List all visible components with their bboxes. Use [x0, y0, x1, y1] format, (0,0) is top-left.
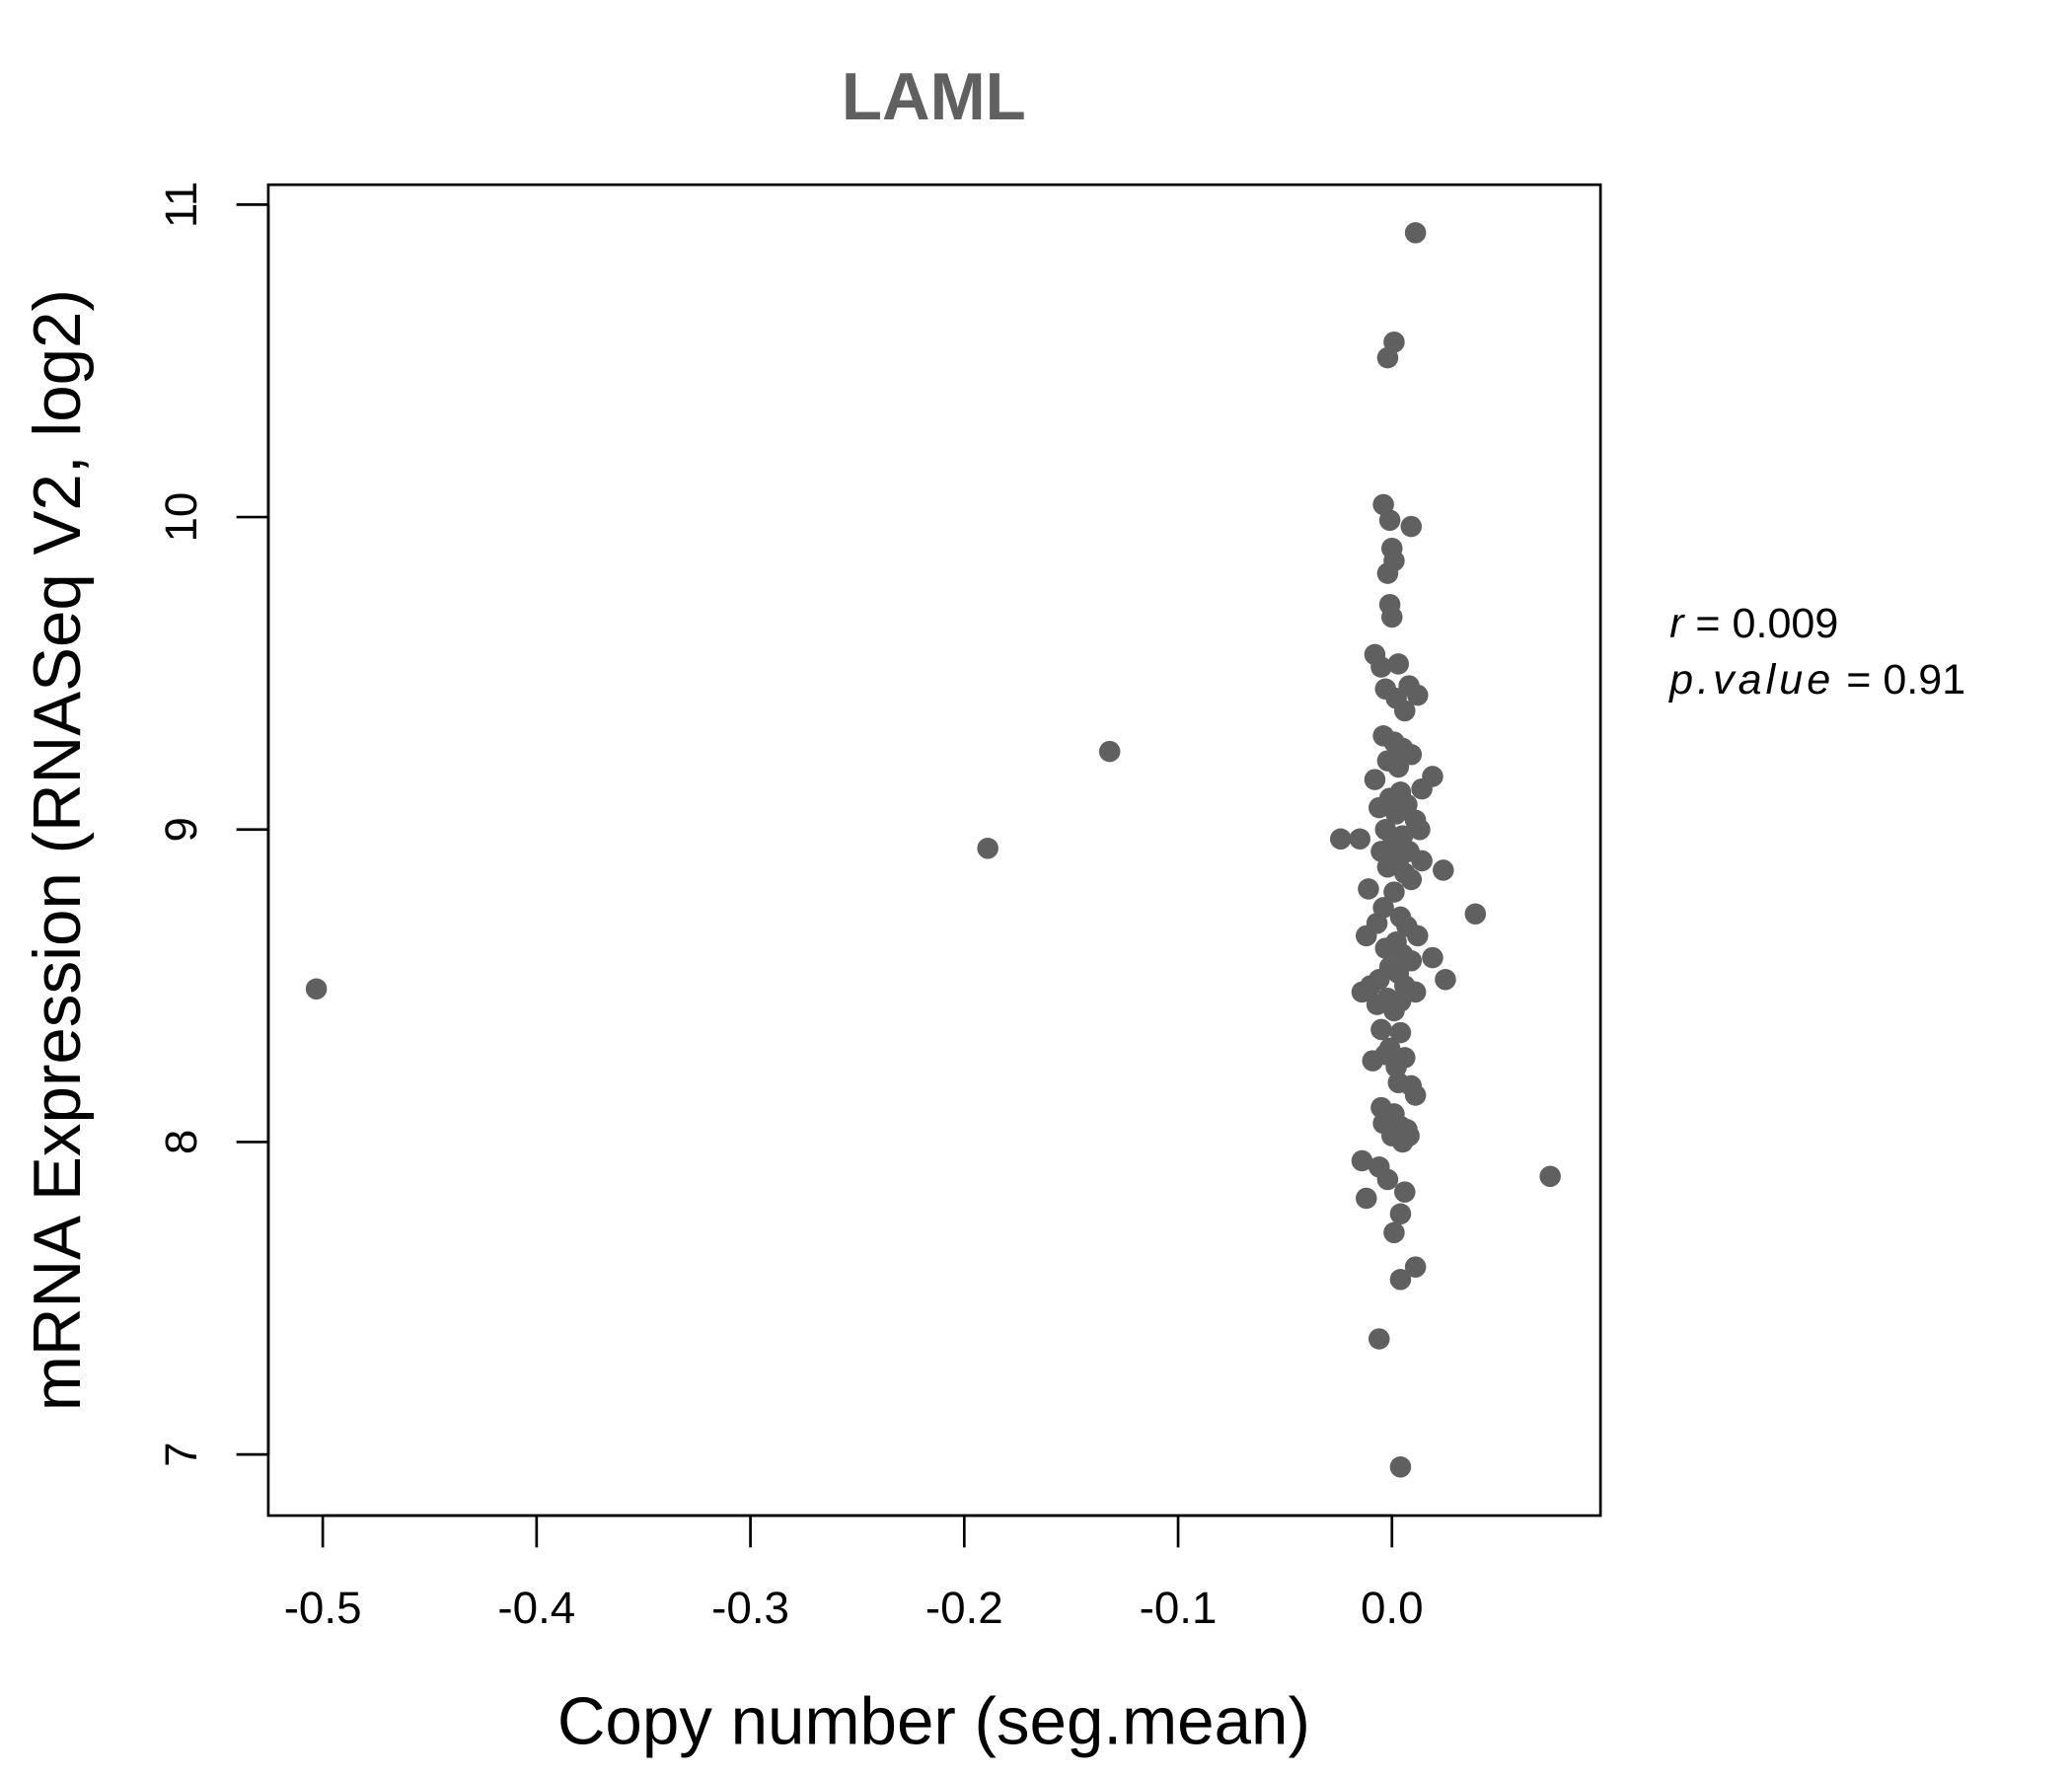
y-tick-label: 10	[156, 492, 206, 543]
data-point	[977, 838, 999, 859]
y-axis-label: mRNA Expression (RNASeq V2, log2)	[21, 289, 95, 1411]
data-point	[1404, 222, 1427, 244]
data-point	[1364, 769, 1386, 790]
data-point	[1381, 606, 1403, 629]
pvalue-annotation: p.value = 0.91	[1667, 656, 1965, 703]
data-point	[1349, 828, 1371, 851]
data-point	[1389, 1269, 1412, 1291]
data-point	[1404, 1256, 1427, 1278]
data-point	[1383, 881, 1405, 903]
data-point	[1404, 1084, 1427, 1106]
data-point	[1351, 1149, 1373, 1172]
data-point	[1358, 878, 1379, 900]
r-eq: =	[1695, 600, 1720, 647]
data-point	[1383, 999, 1405, 1022]
data-point	[1362, 1050, 1384, 1072]
r-label: r	[1669, 600, 1685, 647]
data-point	[1366, 994, 1388, 1015]
data-point	[1400, 515, 1423, 538]
data-point	[1376, 1168, 1399, 1191]
data-point	[1407, 684, 1429, 706]
data-point	[1389, 1456, 1412, 1478]
data-point	[1385, 803, 1407, 825]
data-point	[1387, 756, 1410, 778]
data-point	[1378, 509, 1401, 532]
x-axis: -0.5 -0.4 -0.3 -0.2 -0.1 0.0	[284, 1514, 1424, 1633]
data-point	[1355, 925, 1377, 947]
x-tick-label: -0.4	[497, 1583, 575, 1633]
data-point	[1409, 819, 1431, 841]
data-point	[1374, 937, 1397, 959]
data-point	[1400, 868, 1423, 891]
data-point	[1389, 1203, 1412, 1225]
p-value: 0.91	[1883, 656, 1965, 703]
data-point	[1376, 346, 1399, 369]
data-point	[1387, 653, 1410, 675]
data-point	[1394, 1181, 1416, 1203]
y-tick-label: 7	[156, 1442, 206, 1466]
x-tick-label: -0.1	[1140, 1583, 1218, 1633]
x-tick-label: 0.0	[1361, 1583, 1424, 1633]
data-point	[1411, 850, 1433, 872]
r-value: 0.009	[1733, 600, 1839, 647]
data-points	[305, 222, 1561, 1478]
data-point	[305, 978, 328, 1000]
p-eq: =	[1846, 656, 1871, 703]
x-axis-label: Copy number (seg.mean)	[557, 1685, 1310, 1759]
x-tick-label: -0.2	[925, 1583, 1003, 1633]
data-point	[1394, 700, 1416, 722]
data-point	[1464, 903, 1487, 925]
correlation-annotation: r = 0.009	[1669, 600, 1838, 647]
data-point	[1370, 1018, 1392, 1041]
data-point	[1376, 856, 1399, 878]
chart-title: LAML	[842, 60, 1026, 134]
y-tick-label: 9	[156, 817, 206, 842]
data-point	[1389, 1021, 1412, 1044]
data-point	[1383, 1221, 1405, 1244]
x-tick-label: -0.5	[284, 1583, 362, 1633]
data-point	[1422, 946, 1443, 969]
data-point	[1435, 969, 1456, 991]
data-point	[1433, 859, 1454, 881]
data-point	[1539, 1165, 1561, 1188]
data-point	[1385, 1056, 1407, 1078]
data-point	[1355, 1187, 1377, 1210]
data-point	[1351, 981, 1373, 1003]
data-point	[1411, 777, 1433, 800]
y-axis: 7 8 9 10 11	[156, 182, 270, 1467]
data-point	[1098, 740, 1121, 763]
y-tick-label: 11	[156, 182, 206, 228]
data-point	[1376, 562, 1399, 584]
data-point	[1370, 656, 1392, 678]
data-point	[1407, 925, 1429, 947]
data-point	[1368, 796, 1390, 819]
p-label: p.value	[1667, 656, 1834, 703]
data-point	[1329, 828, 1352, 851]
data-point	[1398, 1125, 1420, 1147]
y-tick-label: 8	[156, 1130, 206, 1154]
data-point	[1368, 1328, 1390, 1350]
x-tick-label: -0.3	[711, 1583, 789, 1633]
